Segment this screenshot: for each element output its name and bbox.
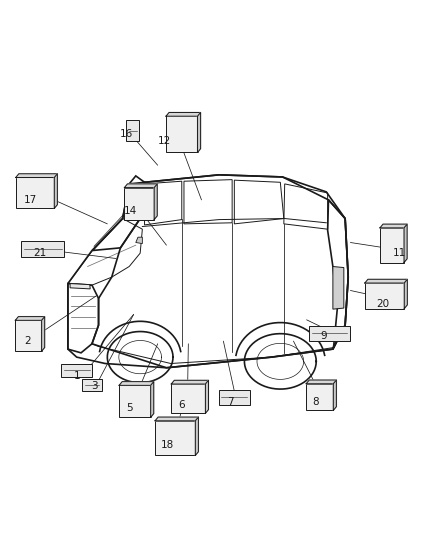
Polygon shape bbox=[306, 380, 336, 384]
Bar bbox=[166, 116, 198, 152]
Polygon shape bbox=[365, 279, 407, 283]
Text: 21: 21 bbox=[33, 248, 46, 258]
Polygon shape bbox=[15, 317, 45, 320]
Text: 18: 18 bbox=[161, 440, 174, 450]
Bar bbox=[171, 384, 205, 414]
Bar bbox=[124, 188, 154, 220]
Text: 2: 2 bbox=[24, 336, 31, 346]
Polygon shape bbox=[151, 382, 154, 417]
Bar bbox=[155, 421, 195, 455]
Polygon shape bbox=[198, 112, 201, 152]
Polygon shape bbox=[119, 382, 154, 385]
Text: 3: 3 bbox=[91, 382, 98, 391]
Polygon shape bbox=[136, 237, 142, 244]
Polygon shape bbox=[333, 266, 344, 309]
Polygon shape bbox=[166, 112, 201, 116]
Polygon shape bbox=[404, 279, 407, 309]
Text: 9: 9 bbox=[321, 331, 328, 341]
Text: 12: 12 bbox=[158, 136, 171, 146]
Bar bbox=[219, 390, 250, 405]
Polygon shape bbox=[333, 380, 336, 410]
Polygon shape bbox=[155, 417, 198, 421]
Text: 17: 17 bbox=[24, 195, 37, 205]
Bar bbox=[380, 228, 404, 262]
Polygon shape bbox=[70, 284, 90, 289]
Text: 11: 11 bbox=[393, 248, 406, 258]
Polygon shape bbox=[42, 317, 45, 351]
Text: 6: 6 bbox=[178, 400, 185, 410]
Polygon shape bbox=[154, 184, 157, 220]
Bar bbox=[306, 384, 333, 410]
Bar bbox=[126, 120, 139, 141]
Polygon shape bbox=[205, 381, 208, 414]
Bar bbox=[15, 320, 42, 351]
Bar bbox=[365, 283, 404, 309]
Polygon shape bbox=[171, 381, 208, 384]
Polygon shape bbox=[404, 224, 407, 262]
Bar bbox=[82, 379, 102, 391]
Text: 7: 7 bbox=[226, 398, 233, 407]
Bar bbox=[61, 364, 92, 377]
Text: 8: 8 bbox=[312, 398, 319, 407]
Polygon shape bbox=[124, 184, 157, 188]
Text: 14: 14 bbox=[124, 206, 137, 215]
Polygon shape bbox=[195, 417, 198, 455]
Polygon shape bbox=[54, 174, 57, 208]
Text: 20: 20 bbox=[377, 299, 390, 309]
Text: 5: 5 bbox=[126, 403, 133, 413]
Polygon shape bbox=[16, 174, 57, 177]
Polygon shape bbox=[380, 224, 407, 228]
Text: 1: 1 bbox=[73, 371, 80, 381]
Bar bbox=[16, 177, 54, 208]
Text: 16: 16 bbox=[120, 130, 133, 139]
Bar bbox=[21, 241, 64, 257]
Bar bbox=[119, 385, 151, 417]
Bar bbox=[309, 326, 350, 341]
